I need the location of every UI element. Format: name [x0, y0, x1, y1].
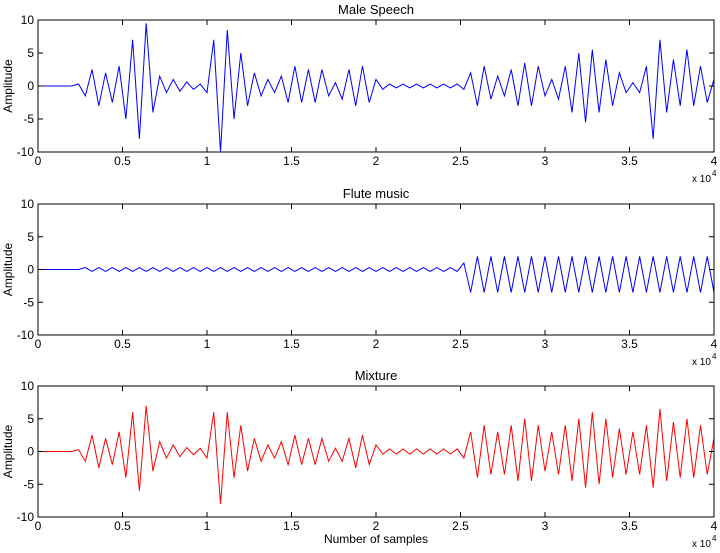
x-tick-label: 0.5 — [114, 519, 131, 533]
x-tick-label: 0.5 — [114, 337, 131, 351]
x-multiplier: x 10 — [692, 174, 711, 185]
y-tick-label: 10 — [21, 379, 35, 393]
x-tick-label: 2.5 — [452, 337, 469, 351]
y-tick-label: 5 — [27, 230, 34, 244]
x-tick-label: 3 — [542, 519, 549, 533]
x-tick-label: 2 — [373, 519, 380, 533]
x-exponent: 4 — [712, 169, 717, 178]
x-tick-label: 1 — [204, 154, 211, 168]
x-tick-label: 1.5 — [283, 519, 300, 533]
plot-area — [38, 386, 714, 517]
y-tick-label: 5 — [27, 46, 34, 60]
x-exponent: 4 — [712, 352, 717, 361]
x-tick-label: 1 — [204, 337, 211, 351]
waveform — [38, 23, 715, 153]
x-tick-label: 4 — [711, 337, 718, 351]
y-tick-label: -10 — [17, 328, 35, 342]
y-tick-label: 0 — [27, 263, 34, 277]
subplot: 0 0.5 1 1.5 2 2.5 3 3.5 4 -10 -5 0 5 10 Male Speech Amp… — [1, 2, 718, 185]
waveform — [38, 256, 715, 293]
subplot: 0 0.5 1 1.5 2 2.5 3 3.5 4 -10 -5 0 5 10 Flute music Amp… — [1, 186, 718, 368]
x-tick-label: 4 — [711, 519, 718, 533]
chart-title: Flute music — [343, 186, 410, 201]
subplot: 0 0.5 1 1.5 2 2.5 3 3.5 4 -10 -5 0 5 10 Mixture Amplitu… — [1, 368, 718, 550]
x-tick-label: 3.5 — [621, 154, 638, 168]
x-tick-label: 0 — [35, 154, 42, 168]
y-axis-label: Amplitude — [1, 243, 15, 297]
x-tick-label: 1 — [204, 519, 211, 533]
waveform — [38, 405, 715, 504]
y-axis-label: Amplitude — [1, 425, 15, 479]
x-multiplier: x 10 — [692, 357, 711, 368]
x-tick-label: 3 — [542, 337, 549, 351]
x-tick-label: 3.5 — [621, 337, 638, 351]
x-tick-label: 0 — [35, 337, 42, 351]
y-tick-label: -5 — [23, 112, 34, 126]
x-tick-label: 1.5 — [283, 154, 300, 168]
chart-title: Mixture — [355, 368, 398, 383]
y-tick-label: -10 — [17, 145, 35, 159]
x-tick-label: 2 — [373, 154, 380, 168]
x-tick-label: 2.5 — [452, 154, 469, 168]
x-multiplier: x 10 — [692, 539, 711, 548]
x-tick-label: 3 — [542, 154, 549, 168]
x-tick-label: 0.5 — [114, 154, 131, 168]
plot-area — [38, 204, 714, 335]
y-tick-label: 0 — [27, 79, 34, 93]
x-tick-label: 2 — [373, 337, 380, 351]
x-tick-label: 2.5 — [452, 519, 469, 533]
x-tick-label: 4 — [711, 154, 718, 168]
y-tick-label: 10 — [21, 197, 35, 211]
x-tick-label: 0 — [35, 519, 42, 533]
y-axis-label: Amplitude — [1, 59, 15, 113]
y-tick-label: 10 — [21, 13, 35, 27]
x-exponent: 4 — [712, 534, 717, 543]
y-tick-label: -5 — [23, 477, 34, 491]
x-tick-label: 3.5 — [621, 519, 638, 533]
y-tick-label: -10 — [17, 510, 35, 524]
chart-title: Male Speech — [338, 2, 414, 17]
y-tick-label: -5 — [23, 295, 34, 309]
x-axis-label: Number of samples — [324, 532, 428, 546]
y-tick-label: 0 — [27, 445, 34, 459]
y-tick-label: 5 — [27, 412, 34, 426]
x-tick-label: 1.5 — [283, 337, 300, 351]
